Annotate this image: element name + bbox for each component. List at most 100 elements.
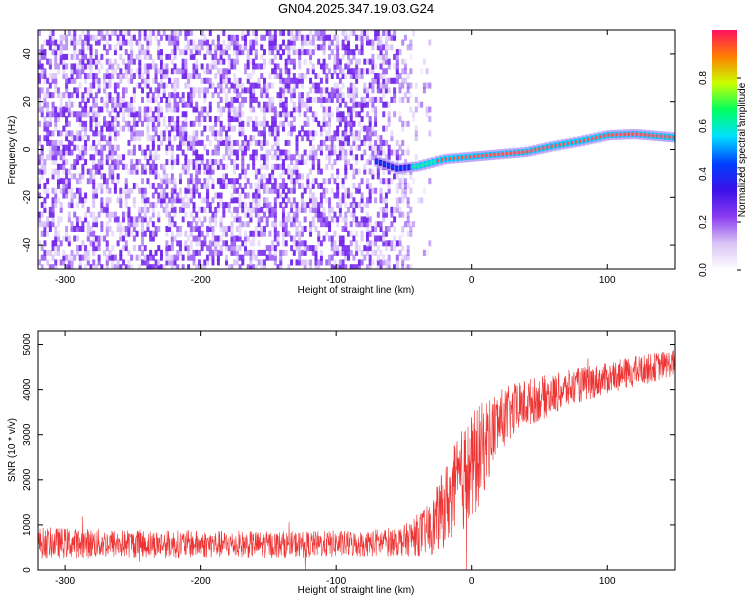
spectrogram-cell [113, 87, 117, 94]
spectrogram-cell [233, 63, 237, 70]
spectrogram-cell [59, 44, 63, 51]
spectrogram-cell [130, 221, 134, 228]
spectrogram-cell [401, 225, 405, 232]
spectrogram-cell [414, 106, 418, 113]
spectrogram-cell [357, 34, 361, 41]
spectrogram-cell [214, 49, 218, 56]
spectrogram-cell [360, 249, 364, 256]
spectrogram-cell [384, 53, 388, 60]
spectrogram-cell [40, 63, 44, 70]
spectrogram-cell [103, 82, 107, 89]
spectrogram-cell [48, 264, 52, 269]
spectrogram-cell [119, 202, 123, 209]
spectrogram-cell [233, 39, 237, 46]
spectrogram-cell [401, 149, 405, 156]
spectrogram-cell [244, 221, 248, 228]
spectrogram-cell [233, 73, 237, 80]
spectrogram-cell [73, 63, 77, 70]
signal-track-peak [465, 155, 470, 159]
spectrogram-cell [298, 96, 302, 103]
spectrogram-cell [330, 187, 334, 194]
spectrogram-cell [178, 125, 182, 132]
spectrogram-cell [189, 139, 193, 146]
spectrogram-cell [181, 139, 185, 146]
spectrogram-cell [317, 230, 321, 237]
spectrogram-cell [336, 245, 340, 252]
spectrogram-cell [78, 120, 82, 127]
spectrogram-cell [273, 120, 277, 127]
spectrogram-cell [105, 58, 109, 65]
spectrogram-cell [111, 259, 115, 266]
spectrogram-cell [325, 63, 329, 70]
spectrogram-cell [279, 163, 283, 170]
spectrogram-cell [184, 82, 188, 89]
spectrogram-cell [184, 187, 188, 194]
spectrogram-cell [225, 245, 229, 252]
spectrogram-cell [154, 202, 158, 209]
spectrogram-cell [214, 245, 218, 252]
spectrogram-cell [235, 39, 239, 46]
spectrogram-cell [349, 30, 353, 36]
spectrogram-cell [298, 30, 302, 36]
spectrogram-cell [208, 44, 212, 51]
signal-track-peak [457, 156, 462, 160]
spectrogram-cell [303, 49, 307, 56]
spectrogram-cell [208, 82, 212, 89]
spectrogram-y-tick-label: -20 [22, 190, 33, 205]
spectrogram-cell [97, 139, 101, 146]
spectrogram-cell [363, 87, 367, 94]
spectrogram-cell [94, 187, 98, 194]
spectrogram-cell [292, 197, 296, 204]
spectrogram-cell [197, 44, 201, 51]
spectrogram-cell [393, 92, 397, 99]
spectrogram-cell [233, 44, 237, 51]
spectrogram-cell [170, 245, 174, 252]
spectrogram-cell [406, 230, 410, 237]
spectrogram-cell [75, 245, 79, 252]
spectrogram-cell [78, 264, 82, 269]
spectrogram-cell [216, 178, 220, 185]
spectrogram-cell [178, 144, 182, 151]
spectrogram-cell [100, 106, 104, 113]
spectrogram-cell [317, 206, 321, 213]
spectrogram-cell [206, 202, 210, 209]
spectrogram-cell [216, 249, 220, 256]
spectrogram-cell [146, 68, 150, 75]
spectrogram-cell [333, 63, 337, 70]
spectrogram-cell [170, 144, 174, 151]
spectrogram-cell [113, 49, 117, 56]
spectrogram-cell [67, 139, 71, 146]
spectrogram-cell [290, 77, 294, 84]
spectrogram-cell [384, 192, 388, 199]
spectrogram-cell [311, 34, 315, 41]
spectrogram-cell [54, 125, 58, 132]
spectrogram-cell [276, 49, 280, 56]
spectrogram-cell [347, 230, 351, 237]
spectrogram-cell [54, 63, 58, 70]
spectrogram-cell [103, 34, 107, 41]
spectrogram-cell [241, 139, 245, 146]
spectrogram-cell [311, 111, 315, 118]
spectrogram-cell [401, 120, 405, 127]
spectrogram-cell [371, 44, 375, 51]
spectrogram-cell [298, 235, 302, 242]
spectrogram-cell [300, 182, 304, 189]
spectrogram-cell [86, 235, 90, 242]
spectrogram-cell [379, 139, 383, 146]
spectrogram-cell [349, 249, 353, 256]
spectrogram-cell [73, 49, 77, 56]
spectrogram-cell [67, 144, 71, 151]
spectrogram-cell [303, 216, 307, 223]
spectrogram-cell [165, 144, 169, 151]
spectrogram-cell [105, 202, 109, 209]
spectrogram-cell [40, 264, 44, 269]
spectrogram-cell [138, 135, 142, 142]
spectrogram-cell [317, 259, 321, 266]
spectrogram-cell [206, 87, 210, 94]
spectrogram-cell [189, 240, 193, 247]
spectrogram-cell [281, 249, 285, 256]
spectrogram-cell [211, 163, 215, 170]
signal-track-peak [489, 153, 494, 157]
spectrogram-cell [260, 130, 264, 137]
spectrogram-cell [284, 249, 288, 256]
